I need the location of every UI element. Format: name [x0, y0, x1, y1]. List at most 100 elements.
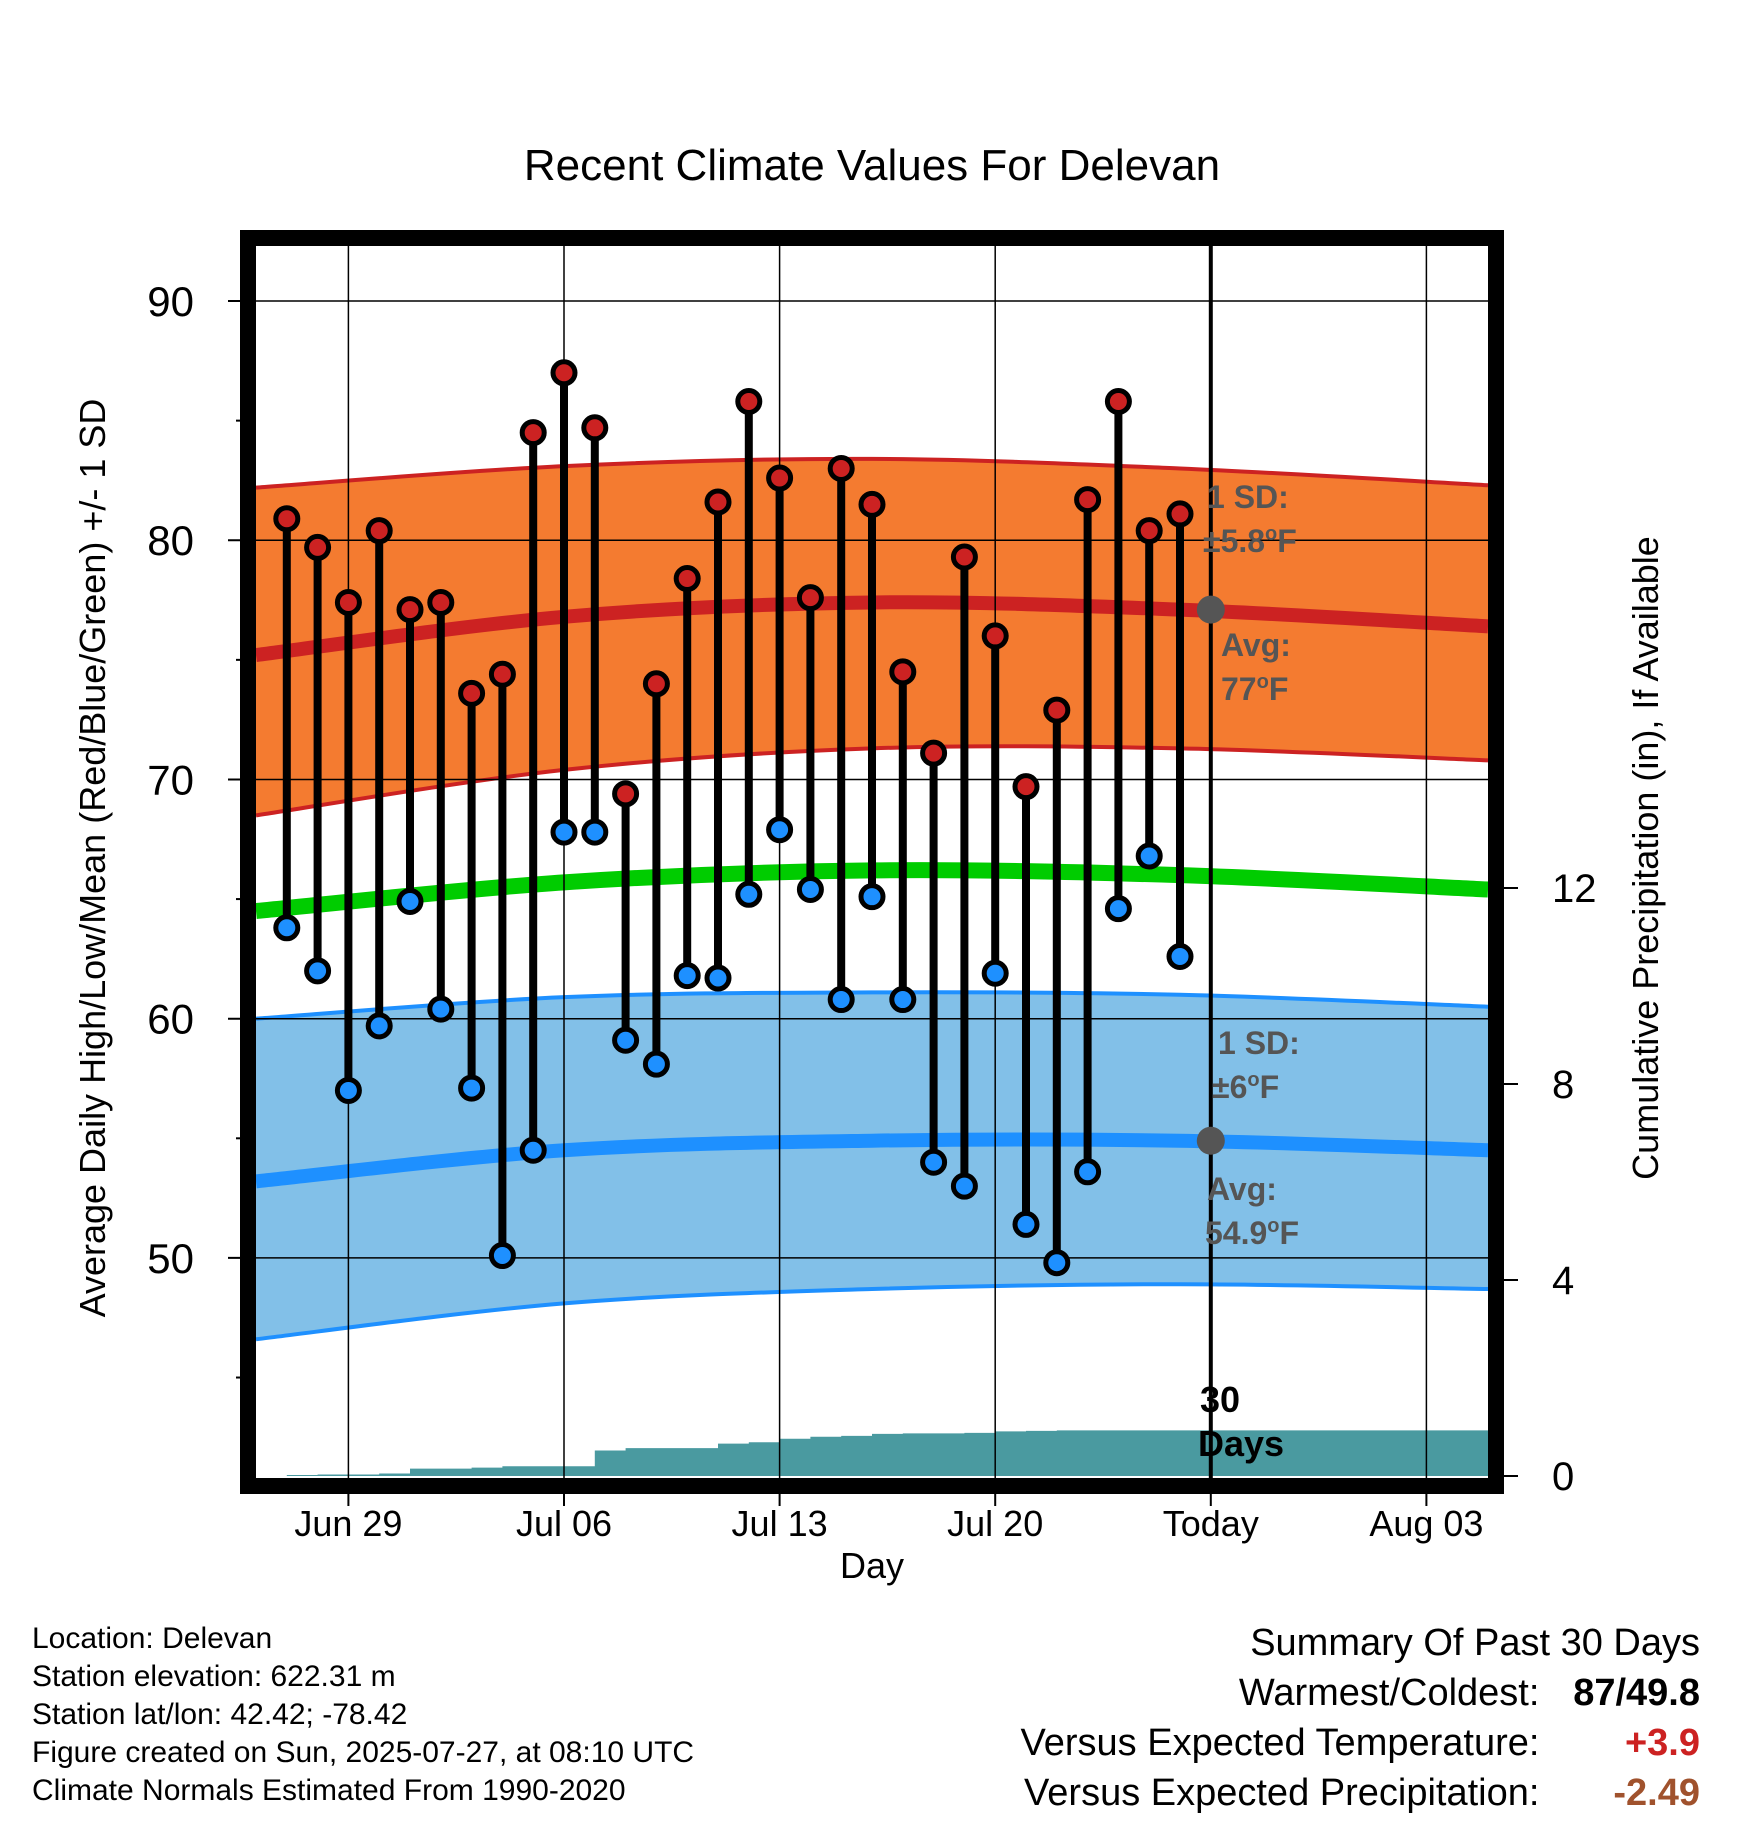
- low-point: [858, 883, 886, 911]
- high-point: [858, 490, 886, 518]
- temp-value: +3.9: [1624, 1722, 1700, 1764]
- low-point: [488, 1242, 516, 1270]
- x-tick-label: Jun 29: [294, 1503, 402, 1544]
- high-point: [1012, 773, 1040, 801]
- low-point: [458, 1074, 486, 1102]
- high-point: [488, 660, 516, 688]
- low-point: [796, 876, 824, 904]
- low-point: [827, 986, 855, 1014]
- normals-text: Climate Normals Estimated From 1990-2020: [32, 1774, 626, 1807]
- low-point: [735, 880, 763, 908]
- low-point: [519, 1136, 547, 1164]
- high-point: [304, 533, 332, 561]
- latlon-text: Station lat/lon: 42.42; -78.42: [32, 1698, 408, 1731]
- low-point: [1074, 1158, 1102, 1186]
- high-point: [365, 517, 393, 545]
- high-point: [1043, 696, 1071, 724]
- low-avg-label: Avg:: [1207, 1171, 1277, 1207]
- high-sd-band-upper-edge: [255, 456, 1489, 490]
- high-point: [981, 622, 1009, 650]
- high-sd-value: ±5.8oF: [1203, 523, 1297, 559]
- low-point: [334, 1076, 362, 1104]
- low-point: [365, 1012, 393, 1040]
- window-days-label: Days: [1198, 1423, 1284, 1464]
- low-point: [1012, 1210, 1040, 1238]
- y2-tick-label: 12: [1552, 867, 1597, 911]
- y-tick-label: 80: [147, 517, 194, 564]
- low-point: [396, 887, 424, 915]
- low-point: [550, 818, 578, 846]
- high-point: [550, 359, 578, 387]
- plot-frame: [240, 230, 1504, 1494]
- high-point: [1135, 517, 1163, 545]
- low-point: [612, 1026, 640, 1054]
- low-point: [673, 962, 701, 990]
- low-point: [1166, 942, 1194, 970]
- high-point: [519, 419, 547, 447]
- x-tick-label: Jul 20: [947, 1503, 1043, 1544]
- high-point: [1074, 486, 1102, 514]
- window-days-number: 30: [1200, 1379, 1240, 1420]
- y-tick-label: 50: [147, 1235, 194, 1282]
- station-info: Location: Delevan Station elevation: 622…: [32, 1620, 694, 1810]
- high-point: [273, 505, 301, 533]
- created-text: Figure created on Sun, 2025-07-27, at 08…: [32, 1736, 695, 1769]
- low-point: [981, 959, 1009, 987]
- warmest-row: Warmest/Coldest: 87/49.8: [1021, 1668, 1700, 1718]
- y2-axis-label: Cumulative Precipitation (in), If Availa…: [1625, 536, 1666, 1180]
- y-tick-label: 70: [147, 756, 194, 803]
- location-text: Location: Delevan: [32, 1622, 273, 1655]
- y2-tick-label: 0: [1552, 1455, 1574, 1499]
- high-point: [396, 596, 424, 624]
- y2-tick-label: 8: [1552, 1063, 1574, 1107]
- summary-title: Summary Of Past 30 Days: [1250, 1622, 1700, 1664]
- warmest-value: 87/49.8: [1573, 1672, 1700, 1714]
- chart-title: Recent Climate Values For Delevan: [524, 141, 1220, 190]
- x-axis-label: Day: [840, 1545, 904, 1586]
- x-tick-label: Jul 13: [732, 1503, 828, 1544]
- temp-row: Versus Expected Temperature: +3.9: [1021, 1718, 1700, 1768]
- low-sd-band-lower-edge: [255, 1282, 1489, 1342]
- normal-low-line: [255, 1132, 1489, 1189]
- low-point: [1135, 842, 1163, 870]
- low-point: [704, 964, 732, 992]
- high-point: [612, 780, 640, 808]
- high-avg-value: 77oF: [1221, 671, 1288, 707]
- low-point: [273, 914, 301, 942]
- y-tick-label: 90: [147, 278, 194, 325]
- high-point: [581, 414, 609, 442]
- high-point: [920, 739, 948, 767]
- high-point: [334, 588, 362, 616]
- summary-panel: Summary Of Past 30 Days Warmest/Coldest:…: [1021, 1618, 1700, 1818]
- high-point: [458, 679, 486, 707]
- low-point: [304, 957, 332, 985]
- high-point: [427, 588, 455, 616]
- climate-chart: Recent Climate Values For Delevan 1 SD: ±…: [72, 141, 1666, 1586]
- y-tick-label: 60: [147, 996, 194, 1043]
- elevation-text: Station elevation: 622.31 m: [32, 1660, 396, 1693]
- high-point: [796, 584, 824, 612]
- warmest-label: Warmest/Coldest:: [1238, 1672, 1540, 1714]
- x-tick-label: Today: [1163, 1503, 1259, 1544]
- high-point: [735, 387, 763, 415]
- high-point: [704, 488, 732, 516]
- precip-area: [256, 1430, 1488, 1476]
- low-point: [1104, 895, 1132, 923]
- precip-value: -2.49: [1613, 1772, 1700, 1814]
- x-tick-label: Jul 06: [516, 1503, 612, 1544]
- high-point: [889, 658, 917, 686]
- precip-row: Versus Expected Precipitation: -2.49: [1021, 1768, 1700, 1818]
- low-point: [581, 818, 609, 846]
- high-sd-label: 1 SD:: [1207, 479, 1289, 515]
- low-point: [920, 1148, 948, 1176]
- plot-area: 1 SD: ±5.8oF Avg: 77oF 1 SD: ±6oF Avg: 54.9oF 30…: [147, 230, 1597, 1544]
- low-avg-value: 54.9oF: [1205, 1215, 1299, 1251]
- high-point: [673, 565, 701, 593]
- high-point: [642, 670, 670, 698]
- low-point: [950, 1172, 978, 1200]
- high-point: [1166, 500, 1194, 528]
- low-point: [889, 986, 917, 1014]
- today-high-avg-marker: [1196, 595, 1225, 624]
- low-sd-band-upper-edge: [255, 990, 1489, 1021]
- y-axis-label: Average Daily High/Low/Mean (Red/Blue/Gr…: [72, 399, 113, 1318]
